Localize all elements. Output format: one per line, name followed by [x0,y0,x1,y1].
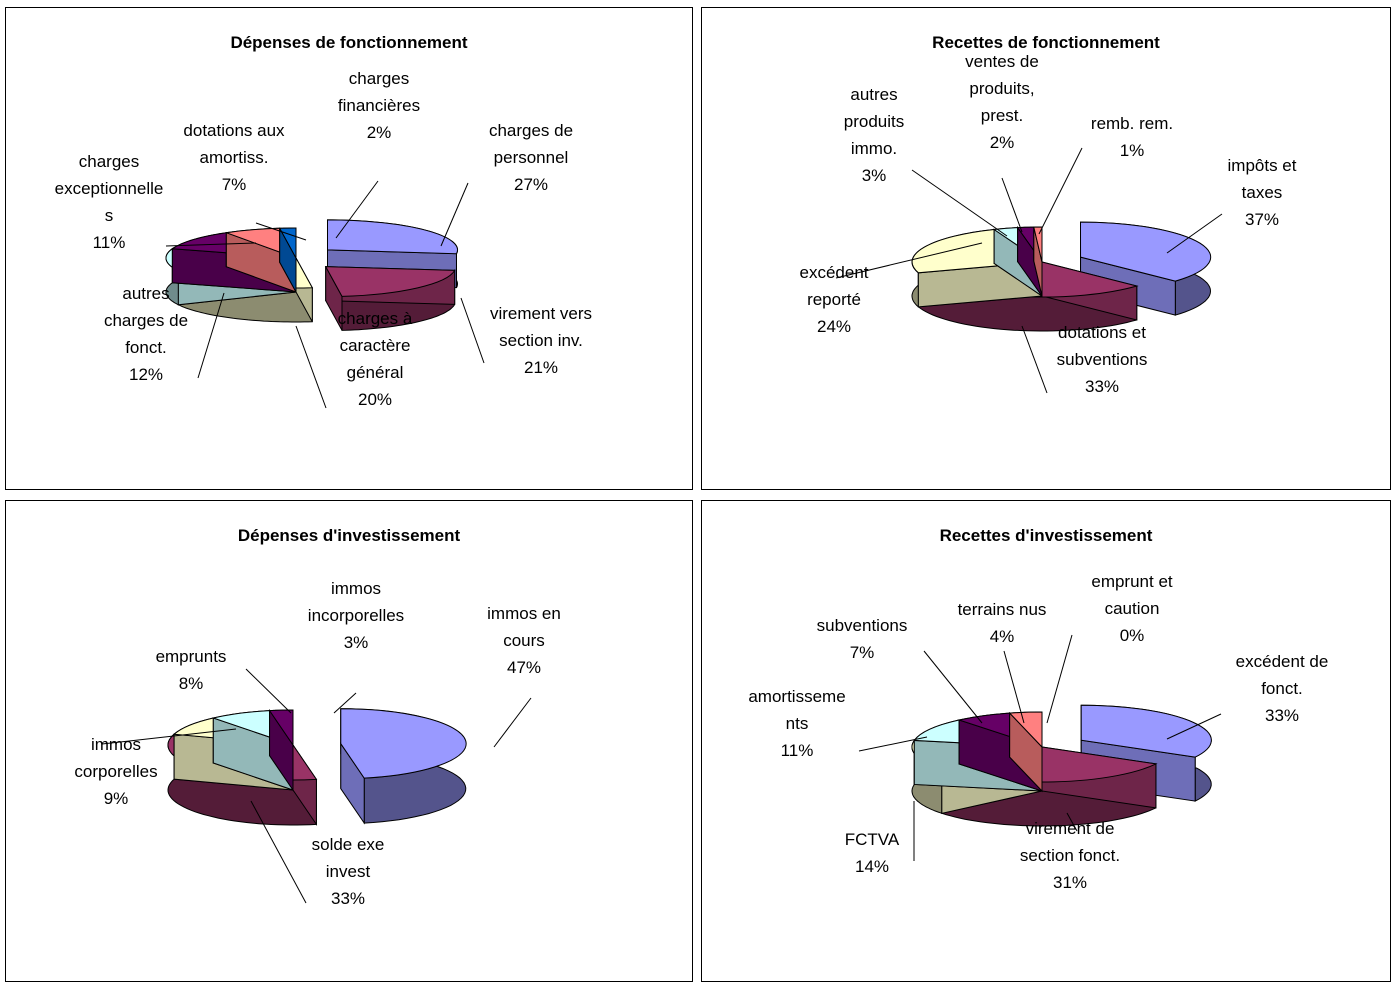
data-label-line: 27% [451,171,611,198]
data-label-line: 47% [444,654,604,681]
data-label-line: invest [268,858,428,885]
data-label-line: solde exe [268,831,428,858]
data-label-line: 33% [1022,373,1182,400]
data-label-line: 12% [66,361,226,388]
data-label-line: 24% [754,313,914,340]
data-label-line: immos [276,575,436,602]
data-label-line: caractère [295,332,455,359]
data-label-line: immos en [444,600,604,627]
data-label-line: 11% [29,229,189,256]
data-label-line: nts [717,710,877,737]
data-label-line: 33% [268,885,428,912]
data-label-line: 3% [276,629,436,656]
data-label-line: immos [36,731,196,758]
data-label-line: caution [1052,595,1212,622]
data-label-line: autres [66,280,226,307]
data-label-line: emprunt et [1052,568,1212,595]
data-label-line: incorporelles [276,602,436,629]
data-label-line: reporté [754,286,914,313]
data-label-line: dotations et [1022,319,1182,346]
data-label-line: charges à [295,305,455,332]
data-label-line: ventes de [922,48,1082,75]
data-label-line: emprunts [111,643,271,670]
data-label-line: produits, [922,75,1082,102]
leader-line [1004,651,1024,723]
data-label-line: cours [444,627,604,654]
data-label-line: 7% [782,639,942,666]
data-label-line: 9% [36,785,196,812]
data-label-line: 3% [794,162,954,189]
data-label-line: fonct. [66,334,226,361]
data-label-line: 0% [1052,622,1212,649]
data-label-line: personnel [451,144,611,171]
data-label-line: 31% [990,869,1150,896]
data-label-line: charges de [66,307,226,334]
data-label-line: fonct. [1202,675,1362,702]
data-label-line: excédent [754,259,914,286]
data-label-line: 21% [461,354,621,381]
data-label-line: 14% [792,853,952,880]
data-label-line: subventions [782,612,942,639]
data-label-line: 37% [1182,206,1342,233]
data-label-line: section inv. [461,327,621,354]
data-label-line: amortiss. [154,144,314,171]
data-label-line: taxes [1182,179,1342,206]
data-label-line: charges de [451,117,611,144]
data-label-line: section fonct. [990,842,1150,869]
data-label-line: général [295,359,455,386]
leader-line [494,698,531,747]
data-label-line: 7% [154,171,314,198]
data-label-line: excédent de [1202,648,1362,675]
data-label-line: 8% [111,670,271,697]
data-label-line: virement de [990,815,1150,842]
data-label-line: 33% [1202,702,1362,729]
data-label-line: 20% [295,386,455,413]
data-label-line: corporelles [36,758,196,785]
leader-line [1002,178,1022,232]
data-label-line: virement vers [461,300,621,327]
data-label-line: 1% [1052,137,1212,164]
data-label-line: dotations aux [154,117,314,144]
data-label-line: 11% [717,737,877,764]
data-label-line: remb. rem. [1052,110,1212,137]
data-label-line: 2% [299,119,459,146]
data-label-line: subventions [1022,346,1182,373]
data-label-line: amortisseme [717,683,877,710]
data-label-line: charges [299,65,459,92]
pie-slice-immos-en-cours [341,709,466,823]
data-label-line: s [29,202,189,229]
data-label-line: financières [299,92,459,119]
data-label-line: FCTVA [792,826,952,853]
data-label-remb-rem: remb. rem.1% [1052,110,1212,164]
